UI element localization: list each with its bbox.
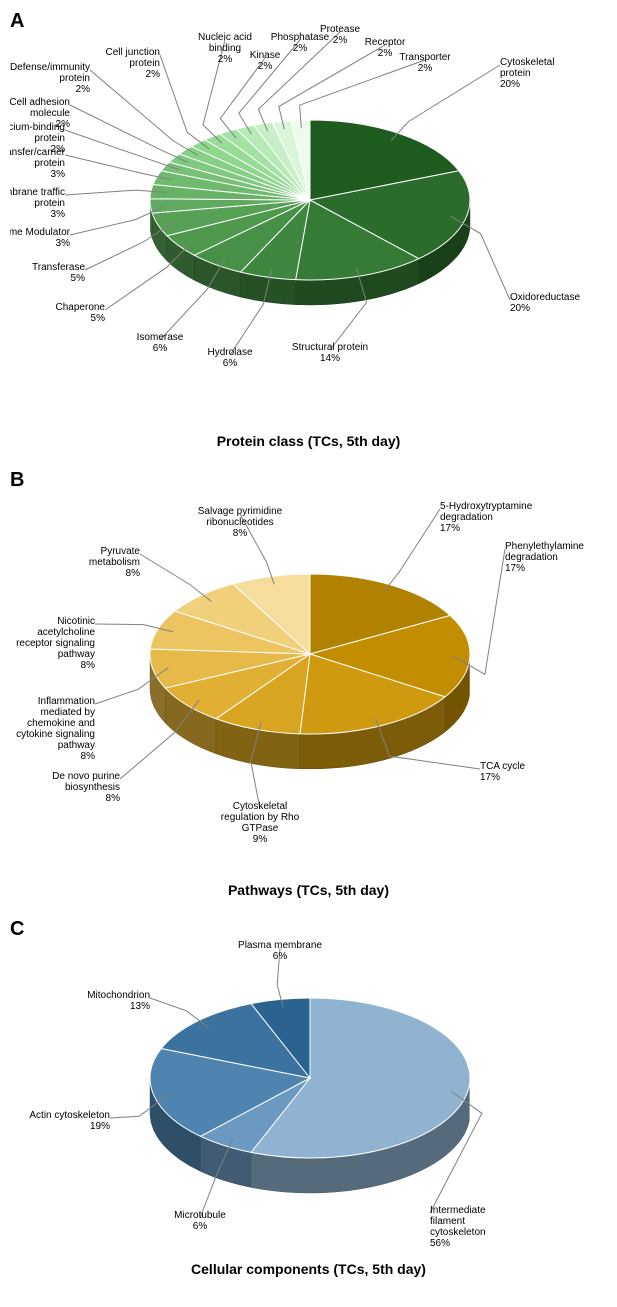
slice-label: Phenylethylaminedegradation17% xyxy=(505,541,584,574)
leader-line xyxy=(391,65,500,141)
slice-label: TCA cycle17% xyxy=(480,761,525,783)
leader-line xyxy=(65,130,179,170)
slice-label: De novo purinebiosynthesis8% xyxy=(52,771,120,804)
slice-label: Nicotinicacetylcholinereceptor signaling… xyxy=(16,616,95,671)
leader-line xyxy=(160,55,209,149)
slice-label: Cytoskeletalregulation by RhoGTPase9% xyxy=(221,801,300,845)
leader-line xyxy=(300,60,425,128)
slice-label: Structural protein14% xyxy=(292,342,368,364)
slice-label: Salvage pyrimidineribonucleotides8% xyxy=(198,506,283,539)
panel-letter: B xyxy=(10,469,24,492)
slice-label: Transferase5% xyxy=(32,262,85,284)
slice-label: Nucleic acidbinding2% xyxy=(198,32,252,65)
slice-label: Defense/immunityprotein2% xyxy=(10,62,90,95)
slice-label: Transporter2% xyxy=(399,52,451,74)
leader-line xyxy=(383,509,440,592)
slice-label: Oxidoreductase20% xyxy=(510,292,580,314)
slice-label: Chaperone5% xyxy=(56,302,106,324)
pie-chart: 5-Hydroxytryptaminedegradation17% Phenyle… xyxy=(10,469,607,869)
leader-line xyxy=(70,105,188,162)
slice-label: Microtubule6% xyxy=(174,1210,226,1232)
slice-label: Cell junctionprotein2% xyxy=(106,47,161,80)
slice-label: Intermediatefilamentcytoskeleton56% xyxy=(430,1205,486,1248)
slice-label: Actin cytoskeleton19% xyxy=(29,1110,110,1132)
chart-title: Protein class (TCs, 5th day) xyxy=(10,433,607,449)
leader-line xyxy=(279,45,385,129)
pie-chart: Intermediatefilamentcytoskeleton56% Micro… xyxy=(10,918,607,1248)
slice-label: Plasma membrane6% xyxy=(238,940,322,962)
leader-line xyxy=(90,70,197,155)
leader-line xyxy=(140,554,211,602)
panel-letter: A xyxy=(10,10,24,33)
slice-label: Enzyme Modulator3% xyxy=(10,227,71,249)
slice-label: Membrane trafficprotein3% xyxy=(10,187,65,220)
chart-title: Cellular components (TCs, 5th day) xyxy=(10,1261,607,1277)
slice-label: Inflammationmediated bychemokine andcyto… xyxy=(16,696,95,762)
slice-label: Hydrolase6% xyxy=(207,347,252,369)
chart-panel: B 5-Hydroxytryptaminedegradation17% Phenyl… xyxy=(10,469,607,898)
slice-label: Mitochondrion13% xyxy=(87,990,150,1012)
chart-panel: C Intermediatefilamentcytoskeleton56% Micr… xyxy=(10,918,607,1277)
chart-panel: A Cytoskeletalprotein20% Oxidoreductase20%… xyxy=(10,10,607,449)
slice-label: Isomerase6% xyxy=(137,332,184,354)
panel-letter: C xyxy=(10,918,24,941)
chart-title: Pathways (TCs, 5th day) xyxy=(10,882,607,898)
leader-line xyxy=(65,155,172,180)
slice-label: Pyruvatemetabolism8% xyxy=(89,546,141,579)
slice-label: Cytoskeletalprotein20% xyxy=(500,57,554,90)
pie-chart: Cytoskeletalprotein20% Oxidoreductase20% S… xyxy=(10,10,607,420)
slice-label: 5-Hydroxytryptaminedegradation17% xyxy=(440,501,533,534)
